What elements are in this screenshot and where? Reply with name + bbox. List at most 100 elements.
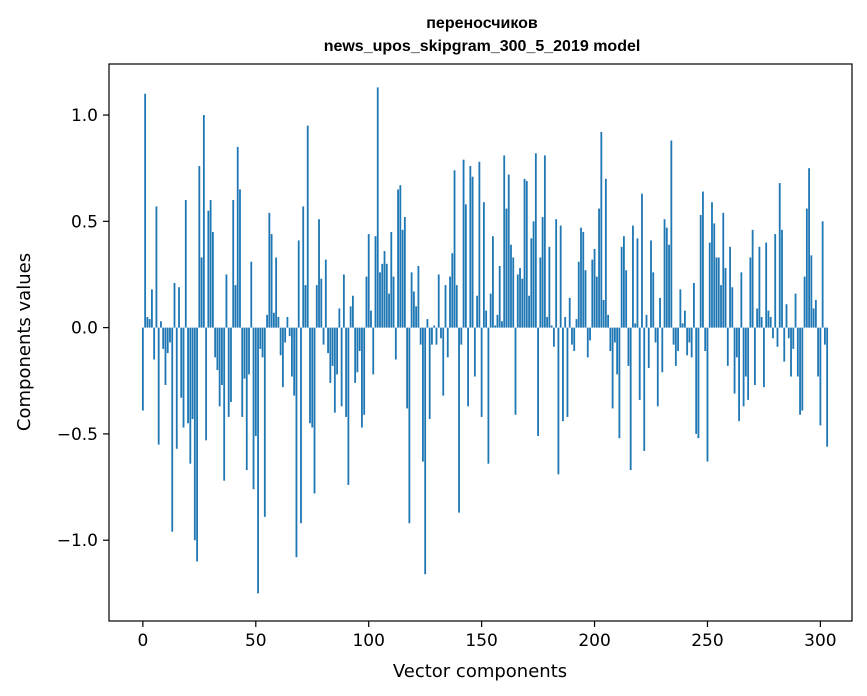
bar-76 (313, 327, 316, 494)
bar-53 (261, 327, 264, 358)
bar-285 (785, 304, 788, 328)
bar-41 (234, 285, 237, 328)
bar-14 (173, 282, 176, 328)
bar-239 (681, 323, 684, 328)
bar-33 (216, 327, 219, 371)
bar-248 (702, 191, 704, 328)
bar-263 (735, 327, 738, 358)
bar-201 (595, 276, 598, 328)
bar-21 (189, 327, 192, 464)
chart-title-line2: news_upos_skipgram_300_5_2019 model (324, 38, 641, 55)
bar-188 (566, 327, 569, 417)
bar-208 (611, 327, 614, 409)
bar-4 (151, 289, 153, 328)
bar-122 (417, 265, 420, 328)
bar-114 (399, 185, 402, 328)
bar-121 (415, 306, 418, 328)
bars-group (141, 87, 829, 594)
bar-282 (778, 183, 781, 328)
bar-102 (372, 327, 375, 375)
bar-181 (550, 325, 553, 328)
bar-131 (437, 274, 440, 328)
bar-178 (543, 155, 546, 328)
bar-3 (148, 319, 151, 328)
bar-182 (552, 327, 555, 347)
x-tick-label: 150 (465, 631, 497, 651)
bar-124 (422, 327, 424, 462)
bar-155 (492, 236, 494, 328)
bar-173 (532, 221, 535, 328)
bar-221 (641, 193, 643, 328)
bar-290 (796, 327, 799, 377)
bar-125 (424, 327, 427, 575)
bar-144 (467, 327, 469, 407)
bar-64 (286, 316, 289, 328)
chart-title-line1: переносчиков (426, 15, 538, 32)
bar-151 (482, 202, 485, 328)
bar-213 (623, 236, 625, 328)
bar-123 (419, 327, 422, 345)
bar-44 (241, 327, 244, 417)
bar-226 (652, 272, 655, 328)
bar-231 (663, 219, 666, 328)
bar-200 (593, 248, 596, 328)
bar-179 (546, 316, 549, 328)
bar-11 (166, 327, 169, 354)
bar-277 (767, 310, 770, 328)
bar-174 (534, 153, 537, 328)
bar-148 (476, 295, 479, 328)
bar-94 (354, 327, 357, 383)
bar-244 (693, 282, 695, 328)
bar-163 (510, 244, 512, 328)
bar-300 (819, 327, 822, 426)
bar-17 (180, 327, 183, 398)
bar-51 (257, 327, 259, 594)
bar-222 (643, 327, 646, 451)
bar-118 (408, 327, 411, 524)
bar-74 (309, 327, 311, 424)
bar-198 (589, 327, 591, 341)
bar-35 (221, 327, 223, 386)
bar-66 (291, 327, 293, 377)
bar-43 (239, 189, 241, 328)
bar-278 (769, 316, 772, 328)
bar-2 (146, 316, 149, 328)
bar-209 (613, 327, 616, 343)
bar-68 (295, 327, 298, 558)
bar-145 (469, 166, 472, 328)
bar-256 (720, 285, 722, 328)
bar-195 (582, 231, 585, 328)
bar-214 (625, 270, 628, 328)
bar-175 (537, 327, 539, 437)
bar-50 (254, 327, 257, 437)
bar-18 (182, 327, 185, 428)
bar-56 (268, 212, 271, 328)
bar-67 (293, 327, 296, 396)
y-tick-label: −0.5 (57, 425, 98, 445)
bar-99 (365, 276, 368, 328)
bar-7 (157, 327, 160, 445)
bar-206 (607, 314, 609, 328)
bar-162 (507, 174, 510, 328)
bar-243 (690, 327, 693, 358)
bar-233 (668, 244, 670, 328)
bar-187 (564, 316, 567, 328)
bar-29 (207, 210, 210, 328)
bar-86 (336, 327, 338, 375)
bar-215 (627, 327, 630, 366)
bar-60 (277, 316, 280, 328)
bar-190 (571, 327, 573, 345)
x-tick-label: 300 (804, 631, 836, 651)
bar-205 (604, 178, 607, 328)
bar-210 (616, 327, 619, 375)
bar-48 (250, 261, 253, 328)
bar-36 (223, 327, 226, 481)
bar-258 (724, 268, 727, 328)
plot-frame (108, 63, 853, 622)
bar-271 (753, 327, 756, 386)
bar-176 (539, 257, 542, 328)
bar-280 (774, 234, 777, 328)
bar-235 (672, 327, 675, 345)
bar-158 (498, 265, 501, 328)
bar-232 (665, 227, 668, 328)
